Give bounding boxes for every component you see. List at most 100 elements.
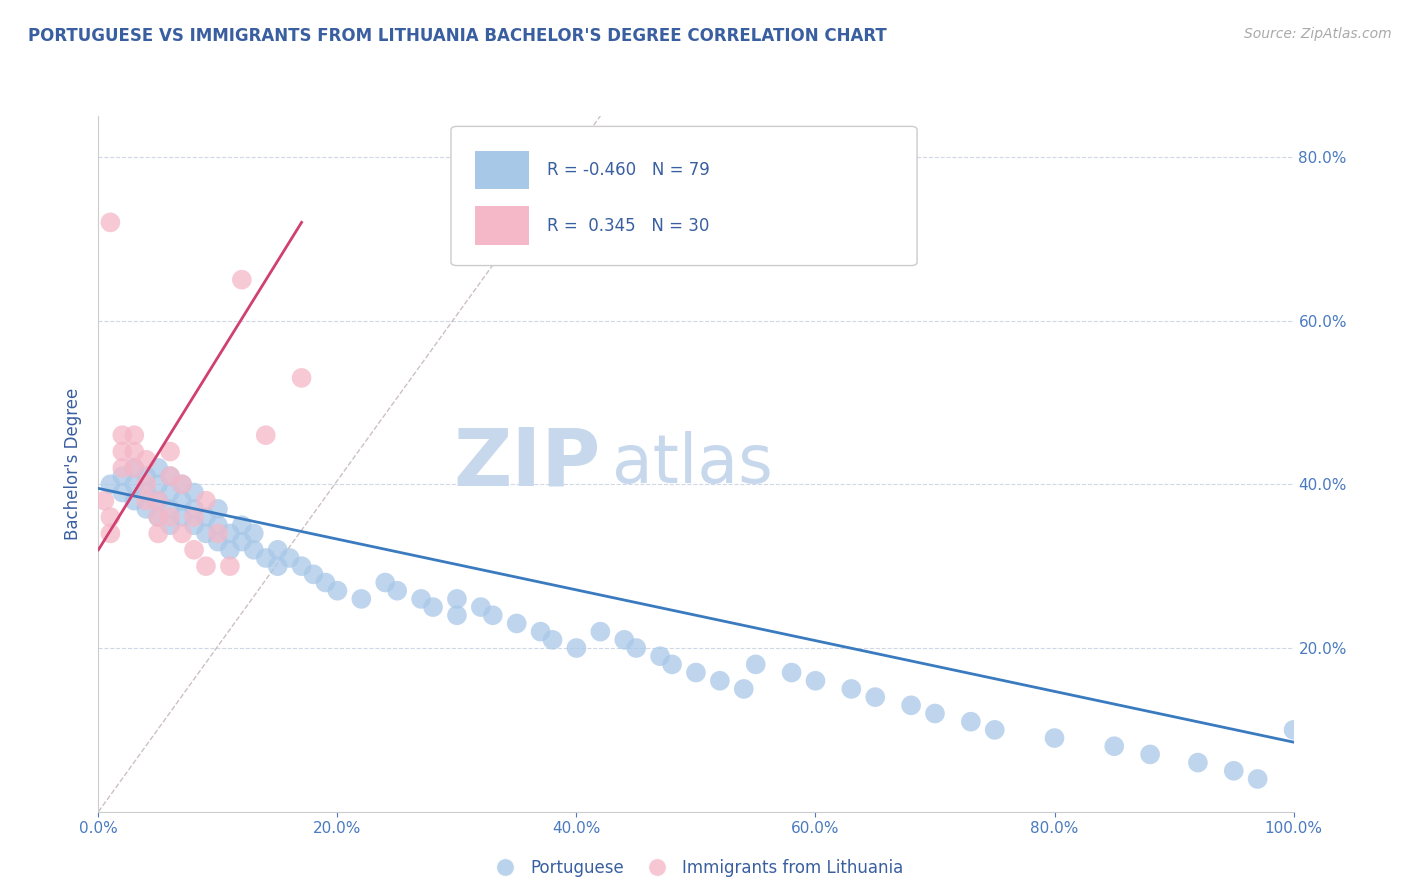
Point — [626, 640, 648, 655]
Point — [93, 493, 115, 508]
Point — [254, 428, 277, 442]
Point — [613, 632, 636, 647]
Y-axis label: Bachelor's Degree: Bachelor's Degree — [65, 388, 83, 540]
Point — [278, 551, 301, 566]
Point — [135, 452, 157, 467]
Point — [159, 510, 181, 524]
Point — [111, 485, 134, 500]
Point — [111, 461, 134, 475]
Point — [98, 510, 122, 524]
Point — [172, 477, 194, 491]
Point — [148, 510, 170, 524]
Point — [194, 559, 218, 574]
Point — [219, 542, 242, 557]
Point — [111, 444, 134, 458]
Point — [148, 493, 170, 508]
Point — [1102, 739, 1125, 754]
Point — [207, 501, 229, 516]
Point — [804, 673, 827, 688]
Bar — [475, 206, 529, 244]
Point — [267, 542, 290, 557]
Point — [231, 273, 253, 287]
Point — [326, 583, 349, 598]
Point — [291, 559, 314, 574]
Point — [159, 518, 181, 533]
Point — [135, 469, 157, 483]
Point — [541, 632, 564, 647]
Point — [124, 461, 146, 475]
Point — [148, 493, 170, 508]
Point — [219, 559, 242, 574]
Point — [219, 526, 242, 541]
Point — [1282, 723, 1305, 737]
Point — [589, 624, 612, 639]
Point — [194, 526, 218, 541]
Point — [172, 493, 194, 508]
Point — [411, 591, 433, 606]
Point — [98, 477, 122, 491]
Point — [685, 665, 707, 680]
Point — [172, 510, 194, 524]
Point — [446, 608, 468, 623]
Point — [172, 477, 194, 491]
Point — [984, 723, 1007, 737]
Point — [291, 371, 314, 385]
Point — [1043, 731, 1066, 745]
Point — [124, 444, 146, 458]
Point — [124, 461, 146, 475]
Point — [1187, 756, 1209, 770]
Point — [243, 526, 266, 541]
Point — [183, 542, 205, 557]
Point — [159, 469, 181, 483]
Point — [924, 706, 946, 721]
Point — [124, 493, 146, 508]
Point — [350, 591, 373, 606]
Bar — [475, 151, 529, 189]
Point — [745, 657, 768, 672]
Point — [661, 657, 683, 672]
Point — [124, 428, 146, 442]
FancyBboxPatch shape — [451, 127, 917, 266]
Point — [207, 526, 229, 541]
Point — [207, 518, 229, 533]
Point — [243, 542, 266, 557]
Point — [135, 501, 157, 516]
Point — [267, 559, 290, 574]
Point — [183, 510, 205, 524]
Point — [148, 477, 170, 491]
Point — [506, 616, 529, 631]
Point — [111, 428, 134, 442]
Point — [159, 501, 181, 516]
Point — [1139, 747, 1161, 762]
Point — [422, 600, 444, 615]
Point — [841, 681, 863, 696]
Text: PORTUGUESE VS IMMIGRANTS FROM LITHUANIA BACHELOR'S DEGREE CORRELATION CHART: PORTUGUESE VS IMMIGRANTS FROM LITHUANIA … — [28, 27, 887, 45]
Point — [194, 510, 218, 524]
Point — [481, 608, 505, 623]
Point — [183, 485, 205, 500]
Point — [183, 518, 205, 533]
Point — [231, 534, 253, 549]
Point — [111, 469, 134, 483]
Point — [124, 477, 146, 491]
Point — [159, 469, 181, 483]
Text: ZIP: ZIP — [453, 425, 600, 503]
Point — [172, 526, 194, 541]
Point — [135, 493, 157, 508]
Point — [98, 526, 122, 541]
Point — [98, 215, 122, 229]
Point — [254, 551, 277, 566]
Point — [959, 714, 981, 729]
Point — [529, 624, 551, 639]
Point — [648, 649, 672, 664]
Point — [470, 600, 492, 615]
Point — [709, 673, 731, 688]
Point — [207, 534, 229, 549]
Text: atlas: atlas — [613, 431, 773, 497]
Point — [374, 575, 396, 590]
Point — [194, 493, 218, 508]
Text: Source: ZipAtlas.com: Source: ZipAtlas.com — [1244, 27, 1392, 41]
Point — [159, 444, 181, 458]
Point — [231, 518, 253, 533]
Point — [183, 501, 205, 516]
